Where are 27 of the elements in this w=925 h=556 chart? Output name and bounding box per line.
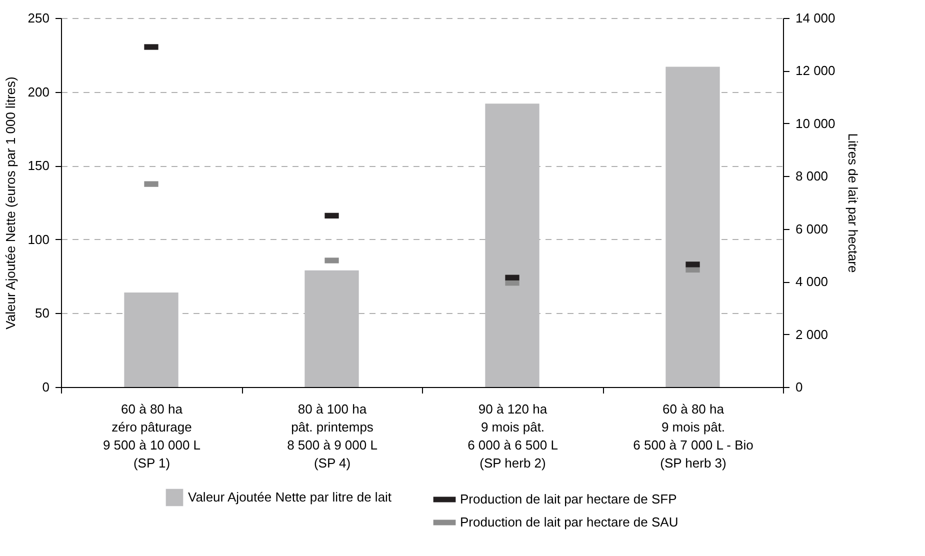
y2-tick-label: 12 000 (796, 63, 836, 78)
x-tick-label: 90 à 120 ha 9 mois pât. 6 000 à 6 500 L (SP herb 2) (468, 402, 558, 470)
y2-tick-label: 0 (796, 380, 803, 394)
legend-label: Production de lait par hectare de SFP (460, 492, 677, 506)
y-tick-label: 50 (35, 306, 50, 321)
y2-tick-label: 4 000 (796, 274, 828, 290)
x-tick-label: 60 à 80 ha 9 mois pât. 6 500 à 7 000 L - Bio (SP herb 3) (633, 402, 754, 470)
y-tick-label: 250 (28, 10, 50, 26)
y-tick-label: 150 (28, 158, 50, 174)
y2-tick-label: 6 000 (796, 221, 828, 236)
y-tick-label: 0 (42, 380, 50, 394)
y-axis-title: Valeur Ajoutée Nette (euros par 1 000 litres) (2, 76, 18, 330)
bar (304, 270, 359, 387)
bar (124, 292, 178, 387)
y-tick-label: 100 (28, 232, 50, 247)
x-tick-label: 80 à 100 ha pât. printemps 8 500 à 9 000 L (SP 4) (287, 402, 378, 470)
bar (666, 66, 720, 387)
y2-axis-title: Litres de lait par hectare (845, 133, 860, 273)
y-tick-label: 200 (28, 84, 50, 100)
y2-tick-label: 2 000 (796, 326, 828, 342)
y2-tick-label: 10 000 (796, 116, 836, 131)
y2-tick-label: 8 000 (796, 168, 828, 184)
x-tick-label: 60 à 80 ha zéro pâturage 9 500 à 10 000 L (SP 1) (102, 402, 201, 470)
legend-label: Valeur Ajoutée Nette par litre de lait (188, 490, 392, 504)
legend-label: Production de lait par hectare de SAU (460, 514, 678, 530)
bar (485, 104, 540, 387)
y2-tick-label: 14 000 (796, 10, 836, 26)
